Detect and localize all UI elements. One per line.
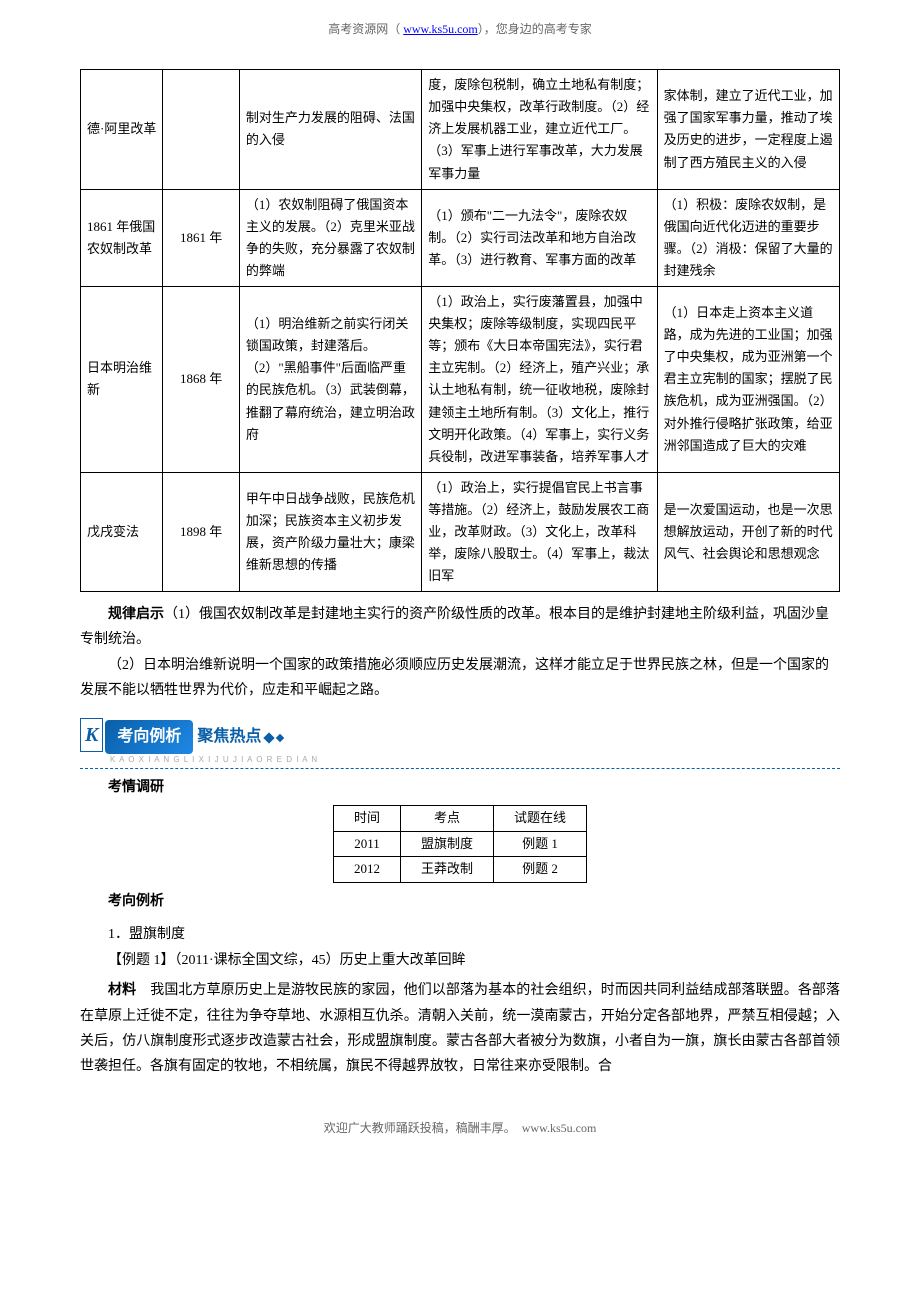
material-paragraph: 材料 我国北方草原历史上是游牧民族的家园，他们以部落为基本的社会组织，时而因共同… <box>80 978 840 1079</box>
banner-suffix: 聚焦热点 <box>197 728 261 745</box>
cell-background: 制对生产力发展的阻碍、法国的入侵 <box>239 70 421 189</box>
cell-name: 德·阿里改革 <box>81 70 163 189</box>
example-section: 1．盟旗制度 【例题 1】（2011·课标全国文综，45）历史上重大改革回眸 材… <box>80 924 840 1080</box>
rules-section: 规律启示（1）俄国农奴制改革是封建地主实行的资产阶级性质的改革。根本目的是维护封… <box>80 602 840 703</box>
example-number: 1．盟旗制度 <box>80 924 840 946</box>
banner-k-icon: K <box>80 718 103 752</box>
cell-topic: 王莽改制 <box>400 857 493 883</box>
table-header-row: 时间 考点 试题在线 <box>333 805 586 831</box>
cell-content: （1）政治上，实行废藩置县，加强中央集权；废除等级制度，实现四民平等；颁布《大日… <box>422 287 657 473</box>
cell-background: （1）农奴制阻碍了俄国资本主义的发展。（2）克里米亚战争的失败，充分暴露了农奴制… <box>239 189 421 286</box>
bullet-icon <box>276 734 284 742</box>
rules-label: 规律启示 <box>108 607 164 622</box>
table-row: 德·阿里改革 制对生产力发展的阻碍、法国的入侵 度，废除包税制，确立土地私有制度… <box>81 70 840 189</box>
cell-year <box>163 70 239 189</box>
header-topic: 考点 <box>400 805 493 831</box>
table-row: 戊戌变法 1898 年 甲午中日战争战败，民族危机加深；民族资本主义初步发展，资… <box>81 472 840 591</box>
bullet-icon <box>264 732 275 743</box>
material-body: 我国北方草原历史上是游牧民族的家园，他们以部落为基本的社会组织，时而因共同利益结… <box>80 983 840 1074</box>
rules-item-1: 规律启示（1）俄国农奴制改革是封建地主实行的资产阶级性质的改革。根本目的是维护封… <box>80 602 840 652</box>
cell-result: 家体制，建立了近代工业，加强了国家军事力量，推动了埃及历史的进步，一定程度上遏制… <box>657 70 839 189</box>
cell-content: 度，废除包税制，确立土地私有制度；加强中央集权，改革行政制度。（2）经济上发展机… <box>422 70 657 189</box>
dashed-line <box>80 768 840 769</box>
cell-topic: 盟旗制度 <box>400 831 493 857</box>
page-footer: 欢迎广大教师踊跃投稿，稿酬丰厚。 www.ks5u.com <box>80 1119 840 1138</box>
table-row: 2012 王莽改制 例题 2 <box>333 857 586 883</box>
cell-content: （1）颁布"二一九法令"，废除农奴制。（2）实行司法改革和地方自治改革。（3）进… <box>422 189 657 286</box>
cell-background: （1）明治维新之前实行闭关锁国政策，封建落后。（2）"黑船事件"后面临严重的民族… <box>239 287 421 473</box>
cell-result: （1）积极：废除农奴制，是俄国向近代化迈进的重要步骤。（2）消极：保留了大量的封… <box>657 189 839 286</box>
example-title: 【例题 1】（2011·课标全国文综，45）历史上重大改革回眸 <box>80 950 840 972</box>
cell-result: （1）日本走上资本主义道路，成为先进的工业国；加强了中央集权，成为亚洲第一个君主… <box>657 287 839 473</box>
rules-item-2: （2）日本明治维新说明一个国家的政策措施必须顺应历史发展潮流，这样才能立足于世界… <box>80 653 840 703</box>
cell-result: 是一次爱国运动，也是一次思想解放运动，开创了新的时代风气、社会舆论和思想观念 <box>657 472 839 591</box>
research-heading: 考情调研 <box>80 777 840 799</box>
header-tagline: ，您身边的高考专家 <box>484 22 592 36</box>
cell-background: 甲午中日战争战败，民族危机加深；民族资本主义初步发展，资产阶级力量壮大；康梁维新… <box>239 472 421 591</box>
banner-main: 考向例析 <box>105 720 193 754</box>
header-link[interactable]: www.ks5u.com <box>403 22 478 36</box>
exam-topics-table: 时间 考点 试题在线 2011 盟旗制度 例题 1 2012 王莽改制 例题 2 <box>333 805 587 883</box>
cell-name: 1861 年俄国农奴制改革 <box>81 189 163 286</box>
page-header: 高考资源网（ www.ks5u.com），您身边的高考专家 <box>80 20 840 39</box>
cell-year: 1868 年 <box>163 287 239 473</box>
cell-name: 戊戌变法 <box>81 472 163 591</box>
table-row: 日本明治维新 1868 年 （1）明治维新之前实行闭关锁国政策，封建落后。（2）… <box>81 287 840 473</box>
example-heading: 考向例析 <box>80 891 840 913</box>
banner-pinyin: K A O X I A N G L I X I J U J I A O R E … <box>80 754 840 767</box>
header-example: 试题在线 <box>494 805 587 831</box>
section-banner: K考向例析聚焦热点 K A O X I A N G L I X I J U J … <box>80 718 840 769</box>
cell-time: 2012 <box>333 857 400 883</box>
cell-content: （1）政治上，实行提倡官民上书言事等措施。（2）经济上，鼓励发展农工商业，改革财… <box>422 472 657 591</box>
cell-time: 2011 <box>333 831 400 857</box>
cell-example: 例题 1 <box>494 831 587 857</box>
material-label: 材料 <box>108 983 136 998</box>
cell-example: 例题 2 <box>494 857 587 883</box>
reform-comparison-table: 德·阿里改革 制对生产力发展的阻碍、法国的入侵 度，废除包税制，确立土地私有制度… <box>80 69 840 592</box>
cell-year: 1861 年 <box>163 189 239 286</box>
header-time: 时间 <box>333 805 400 831</box>
rules-text-1: （1）俄国农奴制改革是封建地主实行的资产阶级性质的改革。根本目的是维护封建地主阶… <box>80 607 829 647</box>
table-row: 1861 年俄国农奴制改革 1861 年 （1）农奴制阻碍了俄国资本主义的发展。… <box>81 189 840 286</box>
header-site-name: 高考资源网 <box>328 22 388 36</box>
footer-url: www.ks5u.com <box>522 1121 597 1135</box>
table-row: 2011 盟旗制度 例题 1 <box>333 831 586 857</box>
footer-text: 欢迎广大教师踊跃投稿，稿酬丰厚。 <box>324 1121 510 1135</box>
cell-name: 日本明治维新 <box>81 287 163 473</box>
cell-year: 1898 年 <box>163 472 239 591</box>
